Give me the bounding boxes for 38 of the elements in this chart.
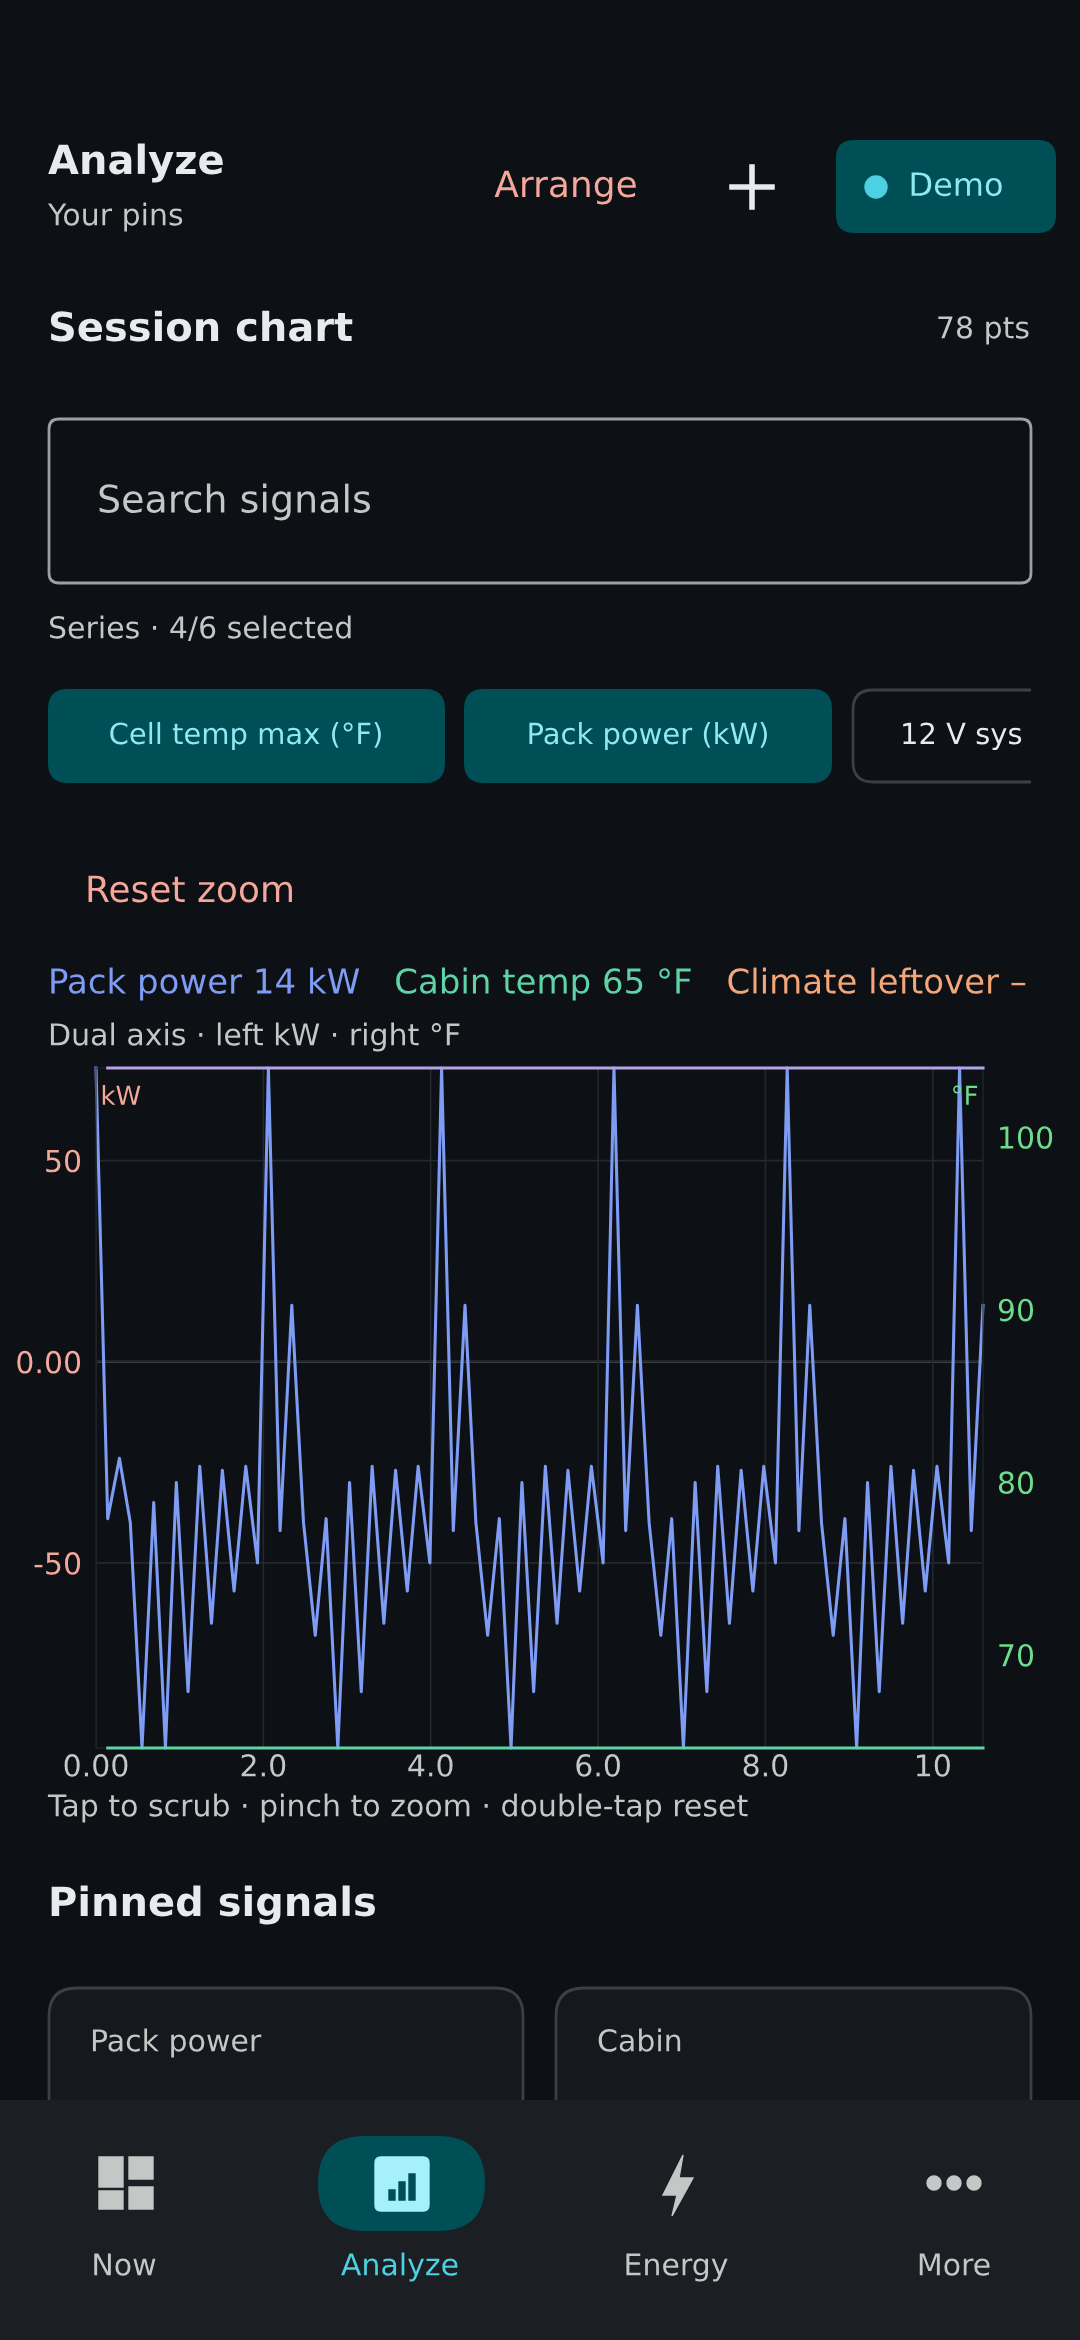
text: Tap to scrub · pinch to zoom · double-tap reset (47, 1793, 748, 1823)
text: Now (94, 2253, 156, 2276)
text: Pack power (kW) (529, 721, 767, 751)
text: 12 V sys (903, 722, 1022, 751)
y2-tick-label: 80 (998, 1471, 1034, 1495)
text: Energy (626, 2253, 728, 2282)
y2-tick-label: 90 (998, 1298, 1034, 1322)
legend-label: Climate leftover – (728, 967, 1026, 994)
text: Pack power (92, 2028, 262, 2058)
text: Your pins (47, 202, 183, 232)
x-tick-label: 4.0 (408, 1754, 453, 1777)
y-tick-label: 0.00 (17, 1350, 81, 1374)
x-tick-label: 0.00 (64, 1754, 128, 1777)
text: Cabin (598, 2028, 681, 2052)
y2-tick-label: 100 (1000, 1126, 1053, 1149)
x-tick-label: 10 (917, 1754, 950, 1777)
y-axis-title: kW (102, 1085, 141, 1105)
chart-title: Session chart (50, 310, 353, 342)
text: Demo (911, 172, 1002, 197)
y-tick-label: 50 (46, 1149, 81, 1173)
text: Analyze (48, 143, 223, 183)
text: Arrange (494, 170, 636, 205)
x-tick-label: 6.0 (576, 1754, 620, 1777)
text: Series · 4/6 selected (49, 615, 351, 642)
text: More (919, 2253, 990, 2276)
y-tick-label: -50 (34, 1552, 81, 1575)
text: Pinned signals (51, 1885, 375, 1925)
text: Analyze (341, 2252, 458, 2282)
text: Pack power 14 kW (51, 967, 360, 1001)
text: Search signals (99, 483, 370, 521)
text: Reset zoom (88, 875, 292, 903)
text: 78 pts (938, 316, 1029, 345)
x-tick-label: 8.0 (743, 1754, 788, 1777)
text: Cabin temp 65 °F (396, 967, 691, 1001)
y2-tick-label: 70 (999, 1643, 1034, 1667)
text: Cell temp max (°F) (110, 721, 381, 751)
chart-subtitle: Dual axis · left kW · right °F (50, 1022, 460, 1052)
x-tick-label: 2.0 (241, 1754, 286, 1777)
